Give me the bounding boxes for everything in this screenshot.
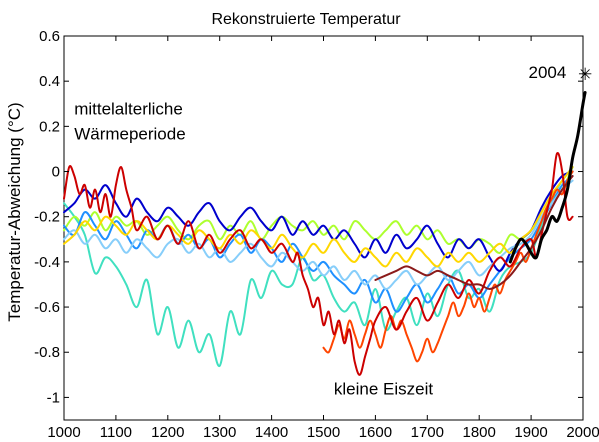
y-axis-label: Temperatur-Abweichung (°C) (5, 102, 24, 321)
chart-title: Rekonstruierte Temperatur (211, 11, 401, 28)
y-tick-label-7: -0.8 (34, 344, 60, 361)
y-tick-label-3: 0 (52, 164, 60, 181)
x-tick-label-1300: 1300 (203, 424, 236, 441)
x-tick-label-1700: 1700 (411, 424, 444, 441)
series-line-9 (374, 175, 574, 290)
y-tick-label-8: -1 (47, 389, 60, 406)
x-tick-label-1900: 1900 (514, 424, 547, 441)
x-tick-label-1500: 1500 (307, 424, 340, 441)
series-line-6 (63, 166, 574, 268)
x-tick-label-1400: 1400 (255, 424, 288, 441)
annotation-2: kleine Eiszeit (334, 379, 433, 398)
annotation-3: 2004 (529, 63, 567, 82)
y-tick-label-1: 0.4 (39, 73, 60, 90)
series-line-10 (508, 91, 587, 264)
y-tick-label-6: -0.6 (34, 299, 60, 316)
y-tick-label-4: -0.2 (34, 209, 60, 226)
annotation-1-line-2: Wärmeperiode (74, 125, 186, 144)
axis-ticks: 1000 1100 1200 1300 1400 1500 1600 1700 1800 1900… (34, 28, 599, 441)
x-tick-label-1800: 1800 (463, 424, 496, 441)
x-tick-label-1200: 1200 (151, 424, 184, 441)
series-line-1 (63, 166, 574, 367)
y-tick-label-5: -0.4 (34, 254, 60, 271)
annotation-1-line-1: mittelalterliche (74, 100, 183, 119)
annotations: mittelalterliche Wärmeperiode kleine Eisze… (74, 63, 592, 398)
y-tick-label-0: 0.6 (39, 28, 60, 45)
x-tick-label-1100: 1100 (100, 424, 132, 441)
series-line-5 (63, 179, 574, 291)
x-tick-label-1600: 1600 (359, 424, 392, 441)
series-line-8 (63, 151, 574, 376)
series-line-2 (63, 166, 574, 254)
series-layer (63, 91, 587, 376)
asterisk-marker-icon: ✳ (578, 65, 592, 84)
series-line-7 (322, 170, 574, 363)
y-tick-label-2: 0.2 (39, 118, 60, 135)
x-tick-label-1000: 1000 (47, 424, 80, 441)
x-tick-label-2000: 2000 (566, 424, 599, 441)
series-line-4 (63, 170, 574, 272)
